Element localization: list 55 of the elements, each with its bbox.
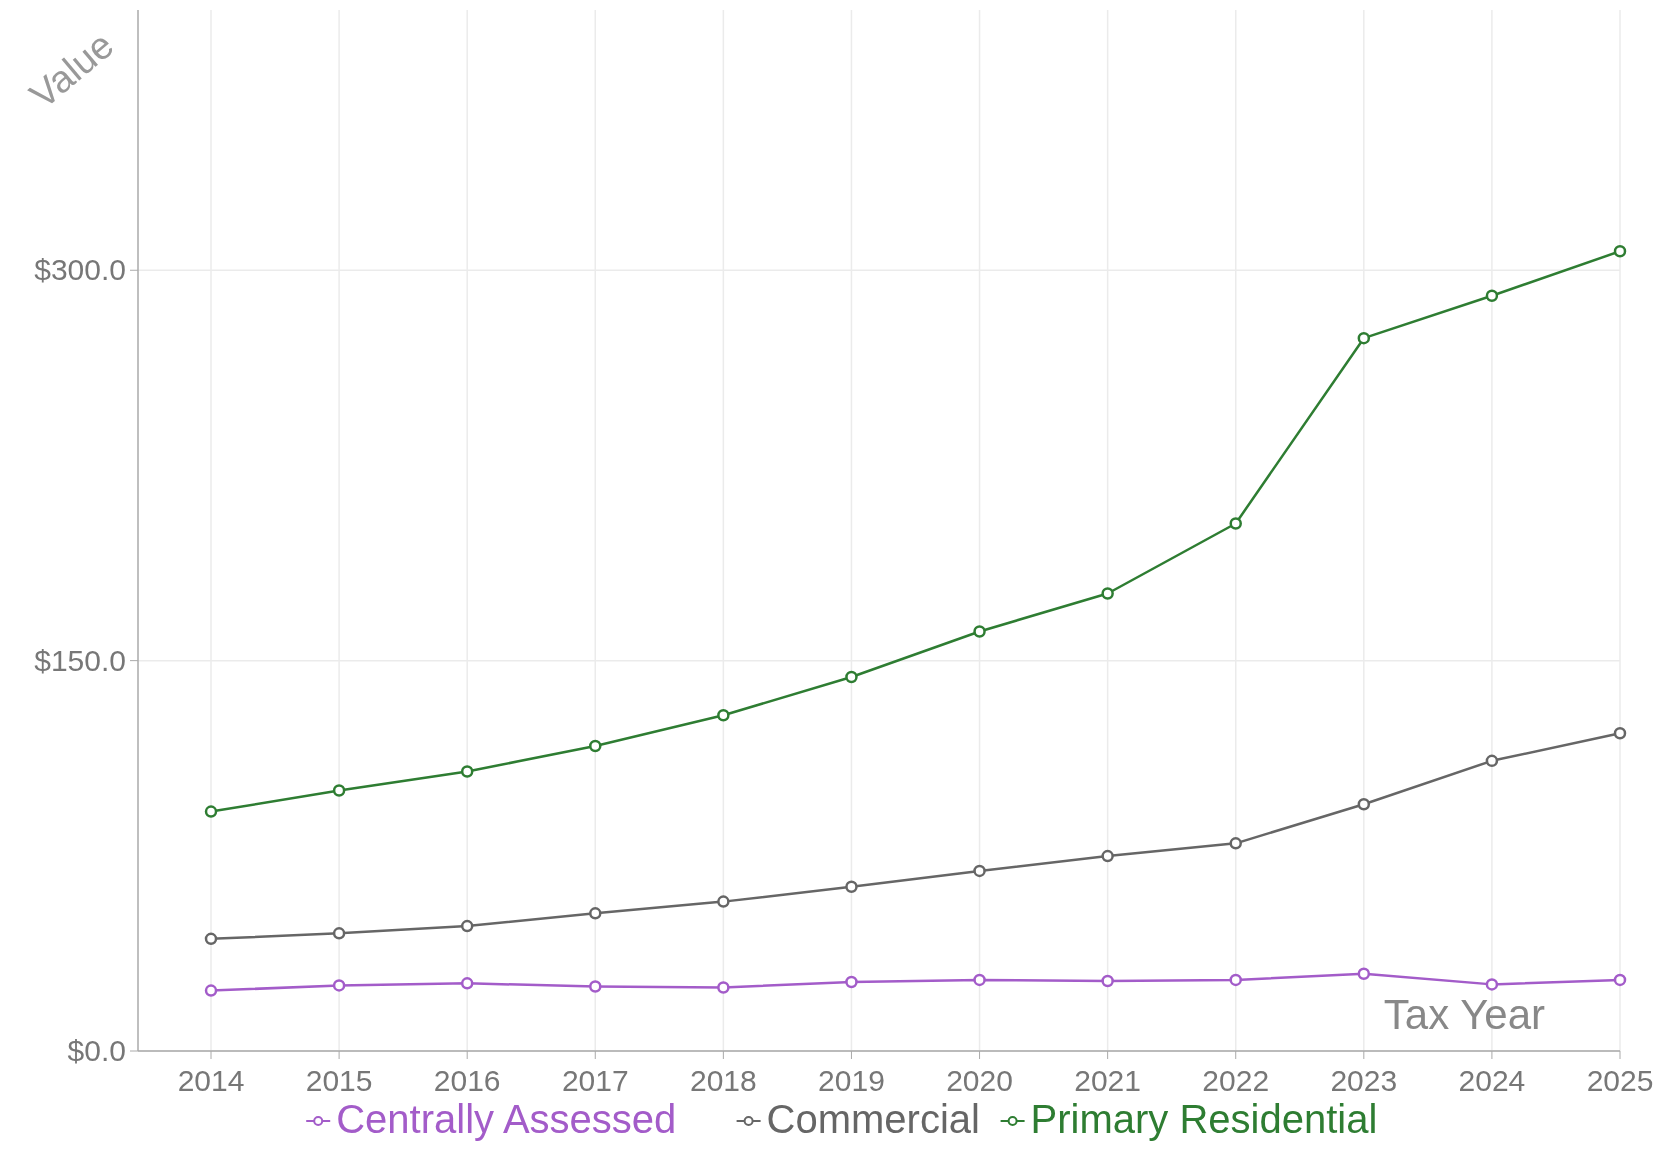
- point: [460, 765, 474, 778]
- point: [845, 880, 858, 894]
- point: [1613, 973, 1627, 987]
- point: [589, 907, 602, 920]
- point: [589, 739, 602, 753]
- point: [973, 625, 986, 638]
- x-tick-label: 2016: [433, 1064, 501, 1097]
- point: [460, 977, 474, 990]
- x-tick-label: 2019: [818, 1064, 885, 1097]
- legend-label: Primary Residential: [1030, 1097, 1378, 1141]
- point: [204, 805, 218, 818]
- point: [204, 984, 218, 997]
- point: [845, 670, 858, 684]
- point: [1357, 967, 1371, 980]
- point: [1485, 289, 1499, 302]
- x-tick-label: 2018: [690, 1064, 757, 1097]
- point: [460, 919, 474, 933]
- point: [1229, 837, 1242, 850]
- point: [973, 864, 986, 878]
- x-axis-title: Tax Year: [1383, 991, 1545, 1038]
- x-tick-label: 2015: [305, 1064, 373, 1097]
- legend-label: Commercial: [766, 1097, 980, 1141]
- point: [1101, 587, 1114, 600]
- point: [717, 895, 730, 908]
- x-tick-label: 2024: [1458, 1064, 1526, 1097]
- y-tick-label: $150.0: [34, 643, 126, 677]
- y-tick-label: $0.0: [67, 1034, 126, 1067]
- point: [973, 973, 986, 987]
- point: [1229, 973, 1242, 987]
- point: [1357, 798, 1371, 811]
- point: [1613, 726, 1627, 740]
- point: [1357, 331, 1371, 345]
- x-tick-label: 2017: [561, 1064, 629, 1097]
- point: [589, 980, 602, 993]
- point: [332, 784, 346, 797]
- point: [332, 927, 346, 940]
- x-tick-label: 2023: [1330, 1064, 1398, 1097]
- x-tick-label: 2021: [1074, 1064, 1142, 1097]
- point: [1485, 754, 1499, 768]
- legend-label: Centrally Assessed: [336, 1097, 677, 1141]
- point: [717, 981, 730, 994]
- point: [1613, 245, 1627, 258]
- point: [1485, 978, 1499, 991]
- point: [1229, 517, 1242, 530]
- point: [332, 979, 346, 992]
- x-tick-label: 2022: [1202, 1064, 1270, 1097]
- x-tick-label: 2025: [1586, 1064, 1654, 1097]
- point: [845, 975, 858, 989]
- point: [717, 709, 730, 722]
- x-tick-label: 2014: [177, 1064, 245, 1097]
- point: [1101, 974, 1114, 988]
- point: [1101, 849, 1114, 863]
- y-tick-label: $300.0: [34, 253, 126, 287]
- x-tick-label: 2020: [946, 1064, 1013, 1097]
- point: [204, 932, 218, 946]
